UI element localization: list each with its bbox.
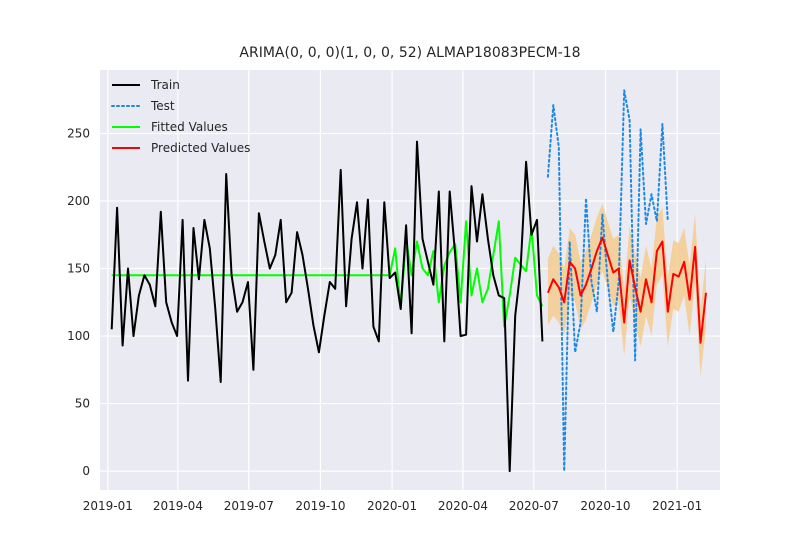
x-tick-label: 2020-07	[509, 499, 559, 513]
legend-label: Test	[150, 99, 175, 113]
series-line-predicted-values	[546, 236, 707, 344]
series-line-fitted-values	[111, 220, 544, 328]
x-tick-label: 2021-01	[652, 499, 702, 513]
x-tick-label: 2020-01	[367, 499, 417, 513]
y-tick-label: 150	[67, 262, 90, 276]
series-line-train	[110, 140, 544, 473]
y-tick-label: 100	[67, 329, 90, 343]
legend-label: Fitted Values	[151, 120, 228, 134]
legend: Train Test Fitted Values Predicted Values	[111, 78, 250, 155]
x-tick-label: 2019-01	[83, 499, 133, 513]
x-tick-label: 2020-10	[580, 499, 630, 513]
x-tick-label: 2019-04	[153, 499, 203, 513]
legend-label: Predicted Values	[151, 141, 250, 155]
tick-labels: 2019-01 2019-04 2019-07 2019-10 2020-01 2020-…	[67, 126, 702, 513]
y-tick-label: 0	[82, 464, 90, 478]
series-line-test	[546, 89, 669, 473]
x-tick-label: 2020-04	[438, 499, 488, 513]
x-tick-label: 2019-10	[295, 499, 345, 513]
x-tick-label: 2019-07	[224, 499, 274, 513]
legend-label: Train	[150, 78, 180, 92]
chart-title: ARIMA(0, 0, 0)(1, 0, 0, 52) ALMAP18083PE…	[239, 45, 580, 61]
y-tick-label: 250	[67, 126, 90, 140]
y-tick-label: 50	[75, 397, 90, 411]
y-tick-label: 200	[67, 194, 90, 208]
series-layer	[110, 89, 707, 473]
